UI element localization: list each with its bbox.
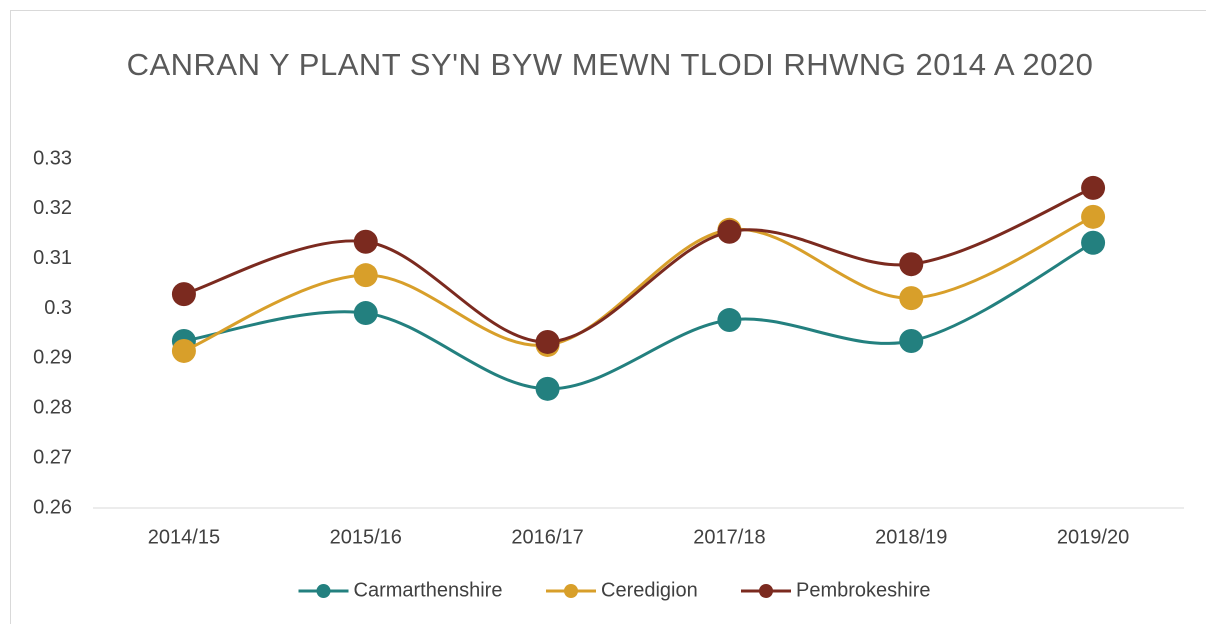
marker bbox=[1081, 230, 1106, 255]
chart-frame bbox=[10, 10, 1206, 624]
x-tick-label: 2019/20 bbox=[1057, 526, 1129, 548]
legend-label: Ceredigion bbox=[601, 579, 698, 601]
x-tick-label: 2016/17 bbox=[511, 526, 583, 548]
chart-title: CANRAN Y PLANT SY'N BYW MEWN TLODI RHWNG… bbox=[126, 47, 1094, 82]
marker bbox=[899, 286, 924, 311]
marker bbox=[1081, 175, 1106, 200]
x-tick-label: 2017/18 bbox=[693, 526, 765, 548]
line bbox=[183, 186, 1094, 344]
y-tick-label: 0.26 bbox=[33, 496, 72, 518]
x-tick-label: 2015/16 bbox=[330, 526, 402, 548]
line bbox=[183, 215, 1094, 353]
marker bbox=[353, 263, 378, 288]
marker bbox=[899, 252, 924, 277]
line bbox=[183, 241, 1094, 391]
marker bbox=[899, 328, 924, 353]
marker bbox=[171, 338, 196, 363]
y-tick-label: 0.27 bbox=[33, 446, 72, 468]
legend-label: Carmarthenshire bbox=[354, 579, 503, 601]
marker bbox=[717, 219, 742, 244]
marker bbox=[535, 376, 560, 401]
y-tick-label: 0.29 bbox=[33, 347, 72, 369]
legend-marker bbox=[316, 584, 331, 598]
legend-marker bbox=[564, 584, 578, 598]
marker bbox=[1081, 204, 1106, 229]
y-tick-label: 0.32 bbox=[33, 197, 72, 219]
x-tick-label: 2018/19 bbox=[875, 526, 947, 548]
y-tick-label: 0.28 bbox=[33, 397, 72, 419]
marker bbox=[717, 308, 742, 333]
y-tick-label: 0.31 bbox=[33, 247, 72, 269]
y-tick-label: 0.33 bbox=[33, 147, 72, 169]
marker bbox=[171, 282, 196, 307]
marker bbox=[353, 229, 378, 254]
x-tick-label: 2014/15 bbox=[148, 526, 220, 548]
legend-label: Pembrokeshire bbox=[796, 579, 931, 601]
legend-marker bbox=[759, 584, 773, 598]
marker bbox=[535, 329, 560, 354]
marker bbox=[353, 301, 378, 326]
y-tick-label: 0.3 bbox=[44, 297, 72, 319]
